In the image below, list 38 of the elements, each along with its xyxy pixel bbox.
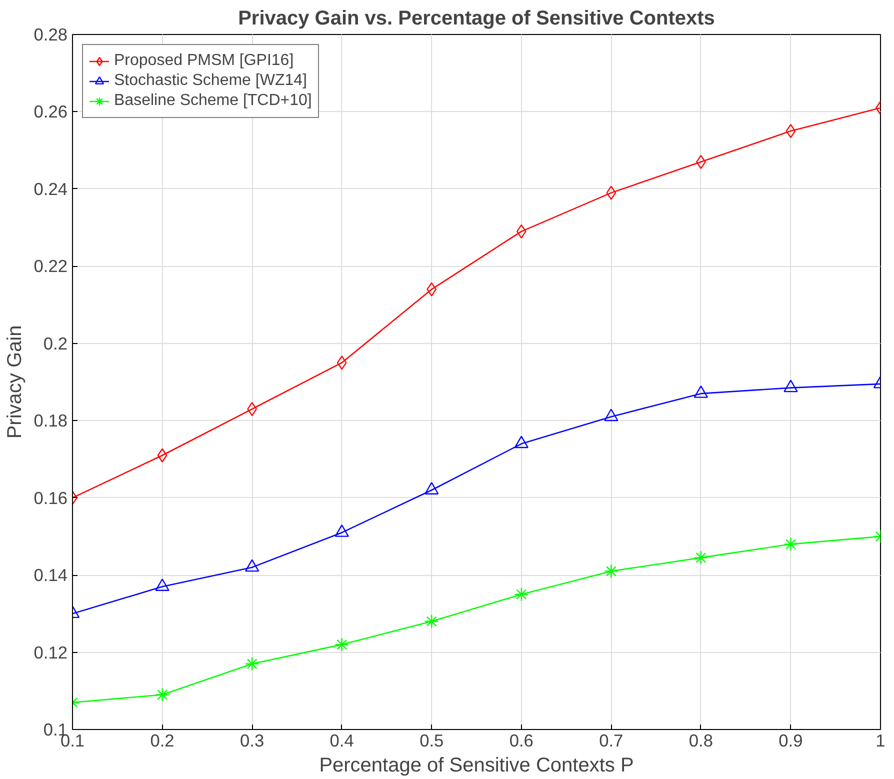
x-tick-label: 0.4 [330, 730, 354, 750]
y-tick-label: 0.18 [34, 410, 68, 431]
point [426, 282, 437, 296]
y-tick-label: 0.22 [34, 256, 68, 276]
x-tick-label: 0.3 [240, 730, 264, 750]
chart-title: Privacy Gain vs. Percentage of Sensitive Contexts [238, 8, 715, 30]
point [424, 614, 439, 628]
y-tick-label: 0.24 [34, 178, 68, 199]
point [786, 124, 796, 138]
point [336, 356, 347, 370]
point [694, 550, 708, 565]
point [157, 448, 168, 462]
x-tick-label: 0.9 [778, 730, 803, 750]
point [516, 224, 526, 239]
y-tick-label: 0.12 [34, 642, 68, 662]
point [784, 537, 798, 552]
y-tick-label: 0.2 [43, 333, 68, 354]
point [604, 564, 618, 578]
y-axis-title: Privacy Gain [4, 325, 26, 439]
x-tick-label: 1 [876, 730, 886, 750]
legend-label: Baseline Scheme [TCD+10] [114, 92, 312, 110]
point [334, 637, 349, 652]
x-axis-title: Percentage of Sensitive Contexts P [319, 754, 634, 776]
y-tick-label: 0.16 [34, 488, 68, 508]
y-tick-label: 0.14 [34, 565, 68, 586]
legend-label: Proposed PMSM [GPI16] [114, 52, 294, 70]
x-tick-label: 0.7 [599, 730, 624, 750]
x-tick-label: 0.5 [420, 730, 444, 750]
point [244, 656, 260, 671]
x-tick-label: 0.8 [688, 730, 713, 750]
x-tick-label: 0.6 [509, 730, 534, 750]
y-tick-label: 0.26 [34, 102, 68, 122]
y-tick-label: 0.28 [34, 24, 68, 44]
point [514, 587, 528, 602]
point [606, 186, 616, 200]
point [155, 688, 170, 702]
x-tick-label: 0.2 [150, 730, 174, 750]
legend-label: Stochastic Scheme [WZ14] [114, 72, 307, 90]
